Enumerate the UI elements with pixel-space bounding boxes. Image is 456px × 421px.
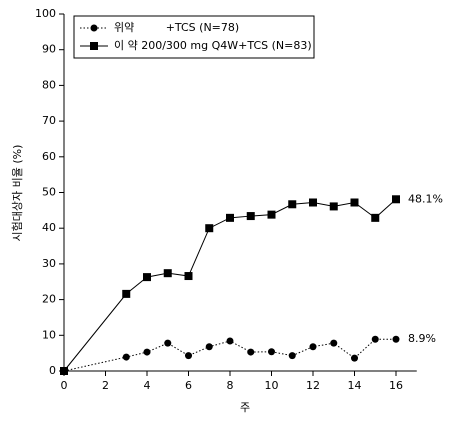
x-tick-label: 4 [144,379,151,392]
marker [392,195,400,204]
y-tick-label: 30 [42,257,56,270]
marker [226,337,234,345]
marker [371,213,380,222]
y-tick-label: 100 [35,7,56,20]
marker [392,335,400,343]
marker [226,213,234,222]
series-line [63,198,397,372]
x-tick-label: 14 [348,379,362,392]
x-tick-label: 0 [61,379,68,392]
marker [351,354,358,362]
legend-box [73,15,315,59]
marker [185,352,192,360]
marker [371,335,379,343]
y-tick-label: 90 [42,43,56,56]
y-tick-label: 20 [42,293,56,306]
legend-label: 위약 +TCS (N=78) [114,20,239,34]
y-tick-label: 70 [42,114,56,127]
marker [205,343,213,351]
marker [164,339,172,347]
x-tick-label: 10 [265,379,279,392]
marker [143,273,151,282]
annotation: 8.9% [408,332,436,345]
marker [309,343,317,351]
x-tick-label: 6 [185,379,192,392]
marker [268,348,275,356]
x-tick-label: 8 [227,379,234,392]
marker [60,367,68,375]
marker [184,272,193,281]
marker [267,210,276,219]
annotation: 48.1% [408,192,443,205]
y-tick-label: 50 [42,186,56,199]
marker [329,202,338,211]
marker [90,42,98,50]
marker [246,212,255,221]
legend-label: 이 약 200/300 mg Q4W+TCS (N=83) [114,38,312,52]
marker [309,198,317,207]
marker [247,348,255,356]
marker [288,352,296,360]
y-axis-label: 시험대상자 비율 (%) [11,145,24,242]
marker [143,348,151,356]
y-tick-label: 40 [42,221,56,234]
x-axis-label: 주 [240,401,250,414]
marker [122,353,130,361]
y-tick-label: 80 [42,78,56,91]
x-tick-label: 2 [102,379,109,392]
marker [350,198,359,207]
x-tick-label: 12 [306,379,320,392]
marker [330,339,338,347]
marker [205,224,214,233]
y-tick-label: 60 [42,150,56,163]
marker [288,200,297,209]
y-tick-label: 10 [42,328,56,341]
x-tick-label: 16 [389,379,403,392]
marker [90,24,98,32]
marker [122,289,131,298]
marker [163,269,172,278]
y-tick-label: 0 [49,364,56,377]
